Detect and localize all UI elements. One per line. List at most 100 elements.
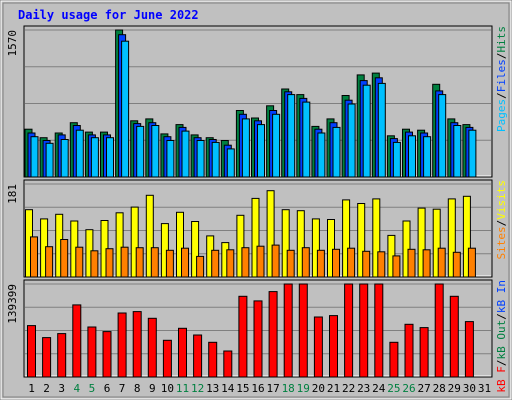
bar-sites-day-12 bbox=[196, 255, 205, 278]
bar-kb-f-day-29 bbox=[449, 295, 459, 378]
bar-sites-day-16 bbox=[256, 245, 265, 278]
bar-visits-day-19 bbox=[296, 210, 305, 278]
legend-visits: Visits bbox=[495, 180, 508, 220]
x-tick-label-day-18: 18 bbox=[282, 382, 295, 395]
bar-visits-day-29 bbox=[447, 198, 456, 278]
x-tick-label-day-29: 29 bbox=[448, 382, 461, 395]
bar-visits-day-17 bbox=[266, 190, 275, 278]
bar-pages-day-1 bbox=[30, 136, 39, 178]
x-tick-label-day-20: 20 bbox=[312, 382, 325, 395]
bar-sites-day-15 bbox=[241, 247, 250, 278]
bar-visits-day-16 bbox=[251, 197, 260, 278]
legend--: / bbox=[495, 92, 508, 99]
bar-kb-f-day-23 bbox=[359, 283, 369, 378]
y-max-label-visits-sites: 181 bbox=[6, 184, 19, 204]
bar-kb-f-day-27 bbox=[419, 327, 429, 378]
legend--: / bbox=[495, 220, 508, 227]
x-tick-label-day-23: 23 bbox=[357, 382, 370, 395]
bar-pages-day-30 bbox=[468, 129, 477, 178]
bar-kb-f-day-2 bbox=[42, 337, 52, 378]
bar-visits-day-24 bbox=[372, 198, 381, 278]
bar-sites-day-5 bbox=[90, 250, 99, 278]
bar-pages-day-9 bbox=[151, 125, 160, 178]
bar-sites-day-18 bbox=[286, 249, 295, 278]
bar-kb-f-day-7 bbox=[117, 312, 127, 378]
bar-sites-day-19 bbox=[301, 247, 310, 278]
bar-visits-day-18 bbox=[281, 209, 290, 278]
right-legend-panel-3: kB F/kB Out/kB In bbox=[495, 280, 508, 393]
bar-pages-day-24 bbox=[377, 82, 386, 178]
bar-pages-day-7 bbox=[121, 40, 130, 178]
bar-kb-f-day-4 bbox=[72, 304, 82, 378]
bar-pages-day-26 bbox=[408, 135, 416, 178]
panel-hits-files-pages bbox=[23, 25, 493, 178]
legend-sites: Sites bbox=[495, 226, 508, 259]
x-tick-label-day-8: 8 bbox=[134, 382, 141, 395]
bar-sites-day-25 bbox=[392, 255, 401, 278]
bar-visits-day-12 bbox=[191, 221, 200, 278]
bar-pages-day-8 bbox=[136, 125, 145, 178]
y-max-label-kbytes: 139399 bbox=[6, 284, 19, 324]
chart-title: Daily usage for June 2022 bbox=[18, 8, 199, 22]
bar-kb-f-day-17 bbox=[268, 291, 278, 378]
y-max-labels: 1570 181 139399 bbox=[6, 30, 19, 324]
bar-pages-day-22 bbox=[347, 103, 356, 178]
x-tick-label-day-31: 31 bbox=[478, 382, 491, 395]
legend-kb-f: kB F bbox=[495, 366, 508, 393]
bar-kb-f-day-12 bbox=[193, 334, 203, 378]
x-tick-label-day-16: 16 bbox=[251, 382, 264, 395]
x-tick-label-day-14: 14 bbox=[221, 382, 235, 395]
bar-kb-f-day-11 bbox=[178, 327, 187, 378]
bar-visits-day-23 bbox=[357, 203, 366, 278]
x-axis-day-labels: 1 2 3 4 5 6 7 8 9 10 11 12 13 14 15 16 17 18 19 20 21 22 23 24 2… bbox=[28, 382, 491, 395]
bar-sites-day-14 bbox=[226, 249, 235, 278]
legend-pages: Pages bbox=[495, 99, 508, 132]
legend-kb-in: kB In bbox=[495, 280, 508, 313]
bar-kb-f-day-15 bbox=[238, 295, 248, 378]
bar-kb-f-day-20 bbox=[313, 316, 323, 378]
x-tick-label-day-12: 12 bbox=[191, 382, 204, 395]
bar-pages-day-29 bbox=[453, 125, 462, 178]
x-tick-label-day-27: 27 bbox=[417, 382, 430, 395]
bar-sites-day-10 bbox=[165, 249, 174, 278]
x-tick-label-day-25: 25 bbox=[387, 382, 400, 395]
x-tick-label-day-19: 19 bbox=[297, 382, 310, 395]
x-tick-label-day-6: 6 bbox=[104, 382, 111, 395]
right-legend-panel-1: Pages/Files/Hits bbox=[495, 26, 508, 132]
bar-kb-f-day-26 bbox=[404, 323, 414, 378]
bar-pages-day-27 bbox=[423, 136, 432, 178]
x-tick-label-day-4: 4 bbox=[73, 382, 80, 395]
bar-sites-day-9 bbox=[150, 247, 159, 278]
bar-kb-f-day-3 bbox=[57, 333, 67, 378]
legend--: / bbox=[495, 360, 508, 367]
bar-kb-f-day-13 bbox=[208, 341, 218, 378]
bar-sites-day-7 bbox=[120, 246, 129, 278]
x-tick-label-day-24: 24 bbox=[372, 382, 386, 395]
x-tick-label-day-3: 3 bbox=[58, 382, 65, 395]
bar-sites-day-20 bbox=[316, 249, 325, 278]
bar-visits-day-30 bbox=[462, 195, 471, 278]
bar-pages-day-19 bbox=[302, 101, 311, 178]
bar-kb-f-day-19 bbox=[298, 283, 308, 378]
bar-pages-day-10 bbox=[166, 140, 175, 178]
bar-kb-f-day-16 bbox=[253, 300, 263, 378]
bar-kb-f-day-28 bbox=[434, 283, 444, 378]
bar-sites-day-13 bbox=[211, 249, 220, 278]
bar-visits-day-27 bbox=[417, 207, 426, 278]
bar-sites-day-27 bbox=[422, 249, 431, 278]
panel-kbytes bbox=[23, 279, 493, 378]
bar-sites-day-8 bbox=[135, 247, 144, 278]
bar-pages-day-17 bbox=[272, 113, 281, 178]
x-tick-label-day-26: 26 bbox=[402, 382, 415, 395]
bar-pages-day-14 bbox=[226, 148, 235, 178]
bar-sites-day-4 bbox=[75, 246, 84, 278]
x-tick-label-day-9: 9 bbox=[149, 382, 156, 395]
bar-pages-day-18 bbox=[287, 94, 296, 178]
bar-pages-day-3 bbox=[60, 139, 69, 178]
bar-kb-f-day-9 bbox=[147, 317, 157, 378]
